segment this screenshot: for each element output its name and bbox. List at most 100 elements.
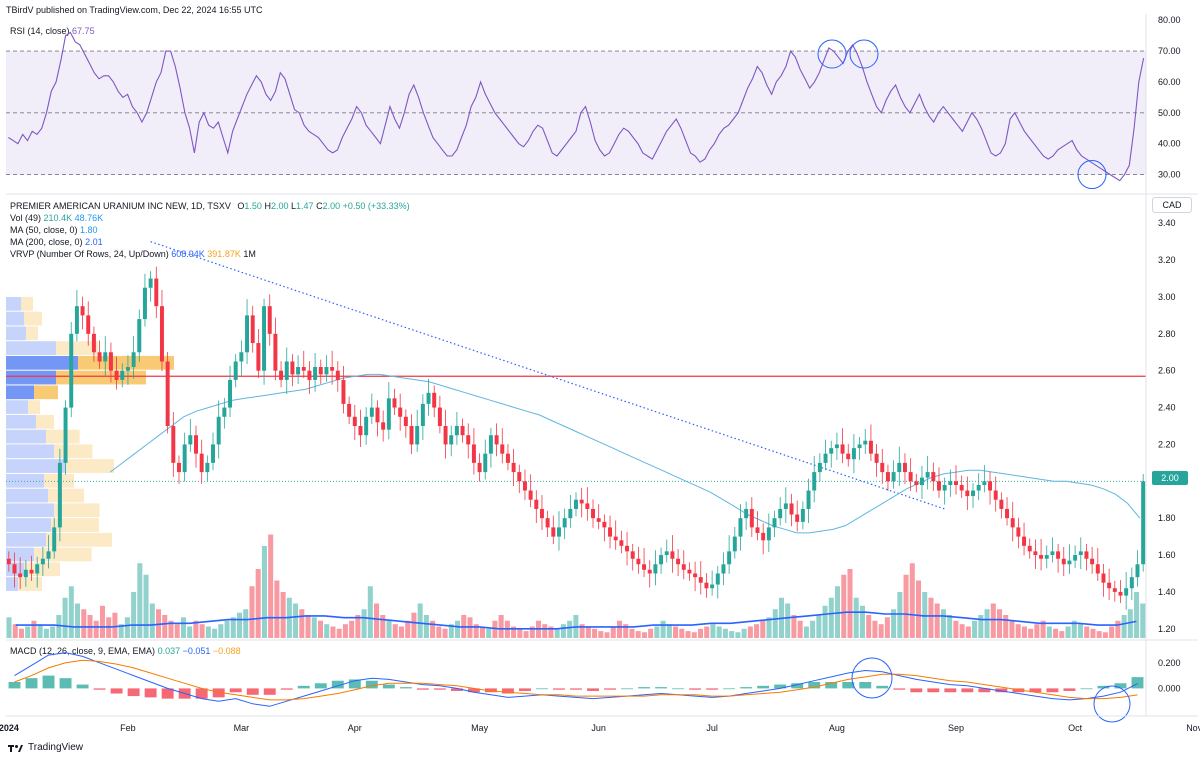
candle-body [982,481,987,485]
volume-bar [579,624,585,638]
macd-histogram-bar [467,688,480,693]
candle [778,497,783,526]
volume-bar [62,597,68,638]
volume-bar [554,628,560,638]
candle [999,492,1004,519]
candle-body [324,367,329,375]
volume-bar [1009,620,1015,638]
candle [108,342,113,383]
candle-body [613,536,618,541]
candle [1129,567,1134,601]
candle-body [659,555,664,565]
candle-body [29,569,34,574]
candle-body [914,481,919,485]
vrvp-up-row [6,385,34,400]
volume-bar [124,617,130,638]
macd-histogram-bar [689,688,702,690]
candle [806,478,811,523]
candle [608,515,613,549]
ma50-legend-name: MA (50, close, 0) [10,225,78,235]
candle-body [874,453,879,463]
volume-bar [1090,628,1096,638]
candle-body [919,477,924,485]
candle-body [772,518,777,528]
vrvp-down-row [24,562,60,577]
volume-bar [710,624,716,638]
volume-bar [149,603,155,638]
symbol-name[interactable]: PREMIER AMERICAN URANIUM INC NEW, 1D, TS… [10,201,231,211]
tradingview-logo[interactable]: TradingView [8,742,83,753]
candle [375,400,380,437]
volume-bar [965,626,971,638]
candle [596,504,601,530]
volume-bar [25,626,31,638]
macd-histogram-bar [450,688,463,691]
candle-body [551,527,556,537]
candle-body [528,490,533,500]
candle [341,365,346,414]
candle [420,394,425,441]
vrvp-up-row [6,326,26,341]
candle-body [46,551,51,559]
candle-body [335,370,340,380]
macd-histogram-bar [195,688,208,699]
macd-histogram-bar [774,684,787,689]
volume-bar [1021,626,1027,638]
rsi-annotation-circle-1 [817,39,847,69]
volume-bar [386,620,392,638]
candle-body [732,536,737,552]
candle-body [318,367,323,375]
candle [511,448,516,487]
candle-body [1095,564,1100,574]
candle-body [988,481,993,491]
time-tick-label: May [471,723,489,733]
candle-body [539,508,544,519]
candle [710,570,715,596]
vrvp-up-row [6,488,48,503]
volume-legend-name: Vol (49) [10,213,42,223]
candle-body [931,472,936,482]
candle-body [937,481,941,491]
candle [273,317,278,381]
volume-bar [187,626,193,638]
macd-histogram-bar [519,688,531,691]
candle-body [103,352,108,362]
volume-bar [56,615,62,638]
volume-bar [822,605,828,638]
vrvp-up-row [6,341,56,355]
candle [222,397,227,429]
volume-bar [592,628,598,638]
candle-body [86,315,91,334]
volume-bar [442,628,448,638]
volume-bar [1084,626,1090,638]
volume-bar [174,624,180,638]
volume-legend-v2: 48.76K [74,213,104,223]
candle-body [840,444,845,454]
candle [443,409,448,459]
volume-bar [1127,609,1133,638]
macd-histogram-bar [399,687,412,689]
candle-body [693,573,698,578]
volume-bar [311,617,317,638]
macd-histogram-bar [825,682,838,689]
candle-body [471,444,476,463]
macd-histogram-bar [910,688,923,693]
currency-button[interactable]: CAD [1152,197,1192,213]
candle [125,355,130,385]
symbol-legend: PREMIER AMERICAN URANIUM INC NEW, 1D, TS… [10,200,410,212]
rsi-ytick-label: 50.00 [1158,108,1181,118]
candle-body [1129,577,1134,589]
candle [732,527,737,559]
candle-body [664,551,669,556]
vrvp-down-row [36,414,54,429]
macd-pane [8,652,1144,723]
macd-histogram-bar [587,688,599,691]
candle-body [505,453,510,463]
candle [466,423,471,459]
candle [829,440,834,468]
ohlc-open-label: O [237,201,245,211]
candle-body [284,361,289,380]
vrvp-up-row [6,355,78,370]
candle [749,497,754,537]
